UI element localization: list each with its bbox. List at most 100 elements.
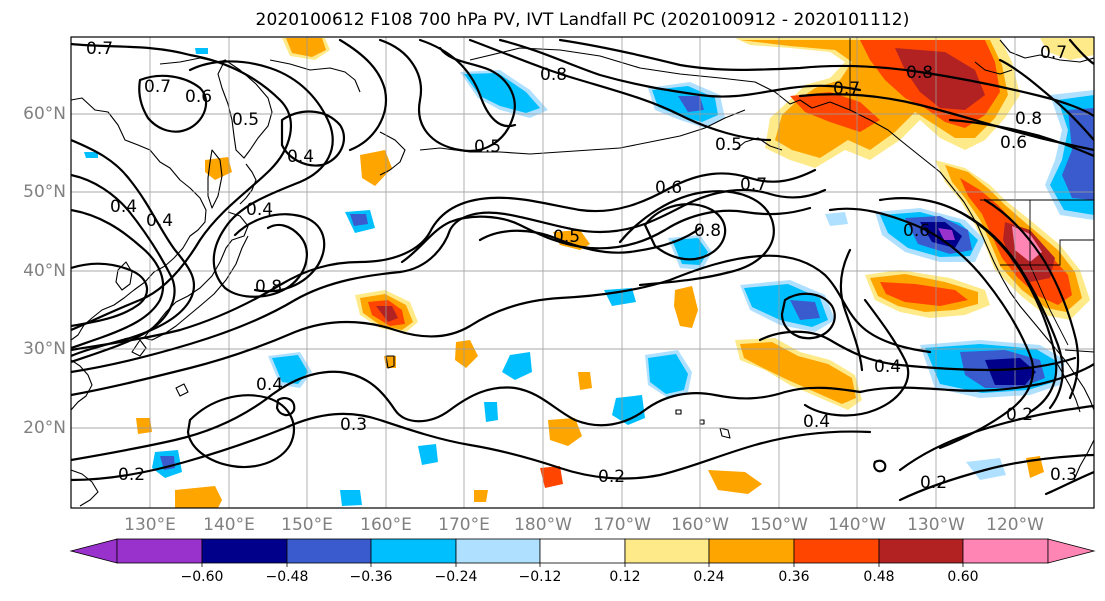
contour-label: 0.4 [256, 375, 283, 395]
contour-labels: 0.7 0.7 0.6 0.5 0.8 0.4 0.5 0.5 0.5 0.8 … [86, 39, 1077, 493]
colorbar [69, 538, 1096, 567]
ivt-contour [71, 254, 932, 397]
pv-positive-anomaly [376, 306, 398, 322]
lon-label: 160°E [360, 515, 412, 535]
pv-positive-anomaly [286, 38, 326, 57]
colorbar-segment [624, 538, 710, 564]
map-frame: 0.7 0.7 0.6 0.5 0.8 0.4 0.5 0.5 0.5 0.8 … [71, 37, 1094, 508]
pv-positive-anomaly [674, 286, 698, 328]
coastline-alaska [734, 137, 783, 151]
pv-positive-anomaly [548, 418, 582, 446]
ivt-contour [898, 404, 1094, 472]
coastline-hawaii [675, 409, 682, 415]
ivt-contour [188, 60, 334, 298]
contour-label: 0.2 [920, 473, 947, 493]
pv-positive-anomaly [895, 48, 985, 110]
pv-positive-anomaly [540, 466, 563, 488]
pv-positive-anomaly [1012, 226, 1042, 262]
pv-negative-anomaly [84, 152, 98, 158]
contour-label: 0.6 [655, 178, 682, 198]
coastline-canada [974, 61, 1013, 75]
colorbar-tick-label: 0.60 [947, 569, 979, 585]
pv-positive-anomaly [474, 490, 488, 502]
coastline-siberia [269, 59, 361, 93]
ivt-contour [71, 138, 196, 358]
colorbar-tick-label: −0.48 [265, 569, 309, 585]
colorbar-segment [793, 538, 880, 564]
lon-label: 160°W [671, 515, 729, 535]
lon-label: 140°W [828, 515, 886, 535]
pv-positive-anomaly [1040, 38, 1094, 60]
colorbar-tick-label: −0.12 [518, 569, 562, 585]
ivt-contour [1068, 38, 1094, 66]
contour-label: 0.8 [694, 221, 721, 241]
lon-label: 130°W [907, 515, 965, 535]
colorbar-segment [539, 538, 626, 564]
pv-positive-anomaly [175, 486, 222, 508]
contour-label: 0.4 [246, 200, 273, 220]
pv-positive-anomaly [553, 230, 590, 250]
lon-label: 170°E [438, 515, 490, 535]
contour-label: 0.7 [833, 79, 860, 99]
border-us-mexico [1064, 349, 1094, 353]
pv-negative-anomaly [985, 358, 1036, 385]
coastline-asia [71, 359, 93, 411]
contour-label: 0.8 [255, 277, 282, 297]
ivt-contour [998, 58, 1094, 142]
ivt-contour [558, 38, 1094, 118]
coastline-korea [115, 261, 133, 291]
colorbar-tick-label: −0.36 [349, 569, 393, 585]
pv-positive-anomaly [578, 372, 592, 390]
lat-label: 50°N [23, 182, 66, 202]
pv-negative-anomaly [920, 222, 962, 248]
pv-negative-anomaly [195, 48, 208, 54]
lat-label: 40°N [23, 261, 66, 281]
coastline-japan [143, 211, 249, 341]
contour-label: 0.2 [1006, 405, 1033, 425]
coastline-mexico [1073, 439, 1094, 481]
contour-label: 0.7 [1040, 43, 1067, 63]
pv-negative-anomaly [502, 352, 532, 380]
ivt-contour [873, 459, 887, 473]
pv-positive-anomaly [136, 418, 152, 434]
coastline-asia [71, 97, 207, 341]
ivt-contour [71, 168, 817, 352]
colorbar-tick-label: −0.24 [434, 569, 478, 585]
contour-label: 0.4 [110, 197, 137, 217]
pv-positive-anomaly [708, 470, 762, 494]
pv-negative-anomaly [790, 300, 820, 320]
coastline-hawaii [719, 427, 731, 439]
ivt-contour [138, 74, 208, 133]
colorbar-extend-low [69, 538, 118, 564]
contour-label: 0.2 [598, 467, 625, 487]
lat-label: 20°N [23, 418, 66, 438]
colorbar-tick-label: 0.48 [863, 569, 895, 585]
ivt-contour [186, 394, 295, 469]
contour-label: 0.4 [287, 147, 314, 167]
ivt-contour [983, 198, 1080, 400]
contour-label: 0.5 [553, 227, 580, 247]
ivt-contour [71, 412, 872, 482]
ivt-contour [71, 262, 148, 328]
colorbar-segment [286, 538, 372, 564]
pv-negative-anomaly [612, 395, 645, 425]
ivt-contour [758, 330, 1077, 372]
coastline-asia [71, 469, 99, 507]
coastline-alaska [469, 47, 831, 109]
pv-positive-anomaly [205, 157, 232, 180]
colorbar-tick-label: 0.12 [609, 569, 641, 585]
ivt-contour [958, 210, 1064, 410]
pv-negative-anomaly [464, 73, 540, 113]
pv-negative-anomaly [648, 354, 688, 394]
lon-label: 150°W [750, 515, 808, 535]
ivt-contour [400, 206, 812, 264]
ivt-contour [478, 226, 702, 254]
pv-positive-anomaly [360, 150, 392, 186]
pv-positive-anomaly [880, 282, 968, 306]
pv-negative-anomaly [678, 96, 704, 112]
ivt-contour [71, 42, 292, 332]
ivt-contour [803, 298, 910, 417]
contour-label: 0.4 [146, 211, 173, 231]
map-title: 2020100612 F108 700 hPa PV, IVT Landfall… [255, 10, 910, 30]
